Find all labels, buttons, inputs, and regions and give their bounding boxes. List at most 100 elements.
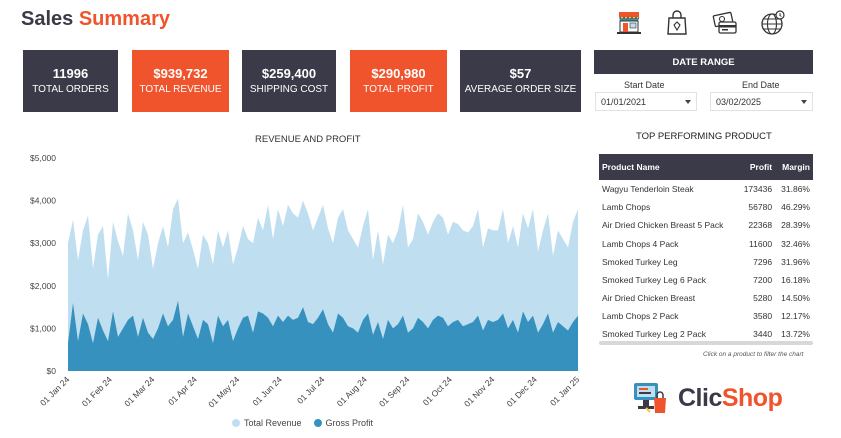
kpi-label: SHIPPING COST: [249, 83, 329, 95]
start-date-value: 01/01/2021: [601, 96, 647, 107]
legend-label-profit: Gross Profit: [325, 418, 374, 428]
kpi-label: AVERAGE ORDER SIZE: [464, 83, 577, 95]
page-title: Sales Summary: [21, 8, 170, 31]
top-products-body: Wagyu Tenderloin Steak 173436 31.86% Lamb C…: [599, 180, 813, 345]
profit-cell: 22368: [748, 220, 773, 231]
x-tick-label: 01 Aug 24: [335, 374, 369, 408]
margin-cell: 32.46%: [781, 238, 810, 249]
product-name-cell: Smoked Turkey Leg: [602, 256, 678, 267]
kpi-total-profit: $290,980 TOTAL PROFIT: [350, 50, 447, 112]
y-tick-label: $2,000: [30, 281, 56, 291]
x-tick-label: 01 Oct 24: [421, 374, 454, 407]
logo-text-part1: Clic: [678, 383, 722, 412]
table-scrollbar[interactable]: [599, 341, 813, 345]
page-title-part2: Summary: [78, 8, 170, 30]
chevron-down-icon: [801, 99, 807, 104]
x-tick-label: 01 Feb 24: [80, 374, 114, 408]
margin-cell: 14.50%: [781, 293, 810, 304]
product-name-cell: Lamb Chops 2 Pack: [602, 311, 679, 322]
start-date-label: Start Date: [624, 80, 665, 90]
legend-swatch-profit: [313, 419, 322, 427]
top-products-title: TOP PERFORMING PRODUCT: [636, 131, 772, 142]
table-row[interactable]: Lamb Chops 4 Pack 11600 32.46%: [599, 235, 813, 253]
x-tick-label: 01 Mar 24: [122, 374, 156, 408]
product-name-cell: Lamb Chops: [602, 202, 651, 213]
kpi-value: $290,980: [371, 65, 426, 81]
y-axis: $0 $1,000 $2,000 $3,000 $4,000 $5,000: [30, 153, 56, 376]
column-header-margin[interactable]: Margin: [775, 154, 813, 180]
plot-area: [68, 198, 578, 371]
profit-cell: 7296: [753, 256, 773, 267]
margin-cell: 31.96%: [781, 256, 810, 267]
legend-swatch-revenue: [232, 419, 240, 427]
y-tick-label: $0: [47, 366, 57, 376]
profit-cell: 11600: [749, 238, 773, 249]
column-header-profit[interactable]: Profit: [737, 154, 776, 180]
x-axis: 01 Jan 24 01 Feb 24 01 Mar 24 01 Apr 24 01 M…: [38, 374, 582, 409]
profit-cell: 173436: [743, 184, 773, 195]
end-date-select[interactable]: 03/02/2025: [710, 92, 813, 111]
kpi-average-order-size: $57 AVERAGE ORDER SIZE: [460, 50, 581, 112]
y-tick-label: $3,000: [30, 238, 56, 248]
table-row[interactable]: Smoked Turkey Leg 6 Pack 7200 16.18%: [599, 271, 813, 289]
store-icon[interactable]: [614, 8, 644, 38]
legend-label-revenue: Total Revenue: [244, 418, 302, 428]
chart-legend: Total Revenue Gross Profit: [232, 418, 373, 428]
x-tick-label: 01 Apr 24: [166, 374, 199, 407]
profit-cell: 5280: [753, 293, 773, 304]
payment-icon[interactable]: [710, 8, 740, 38]
kpi-shipping-cost: $259,400 SHIPPING COST: [242, 50, 336, 112]
logo-text: ClicShop: [678, 383, 783, 413]
kpi-label: TOTAL REVENUE: [139, 83, 222, 95]
kpi-value: 11996: [52, 65, 89, 81]
y-tick-label: $5,000: [30, 153, 56, 163]
x-tick-label: 01 May 24: [206, 374, 241, 409]
shopping-bag-icon[interactable]: [662, 8, 692, 38]
margin-cell: 16.18%: [781, 275, 810, 286]
legend-item-revenue[interactable]: Total Revenue: [232, 418, 302, 428]
product-name-cell: Wagyu Tenderloin Steak: [602, 184, 694, 195]
chart-title: REVENUE AND PROFIT: [255, 134, 361, 145]
start-date-select[interactable]: 01/01/2021: [595, 92, 697, 111]
table-row[interactable]: Lamb Chops 2 Pack 3580 12.17%: [599, 307, 813, 325]
x-tick-label: 01 Jan 24: [38, 374, 72, 408]
end-date-label: End Date: [742, 80, 780, 90]
table-row[interactable]: Air Dried Chicken Breast 5280 14.50%: [599, 289, 813, 307]
product-name-cell: Lamb Chops 4 Pack: [602, 238, 679, 249]
table-row[interactable]: Smoked Turkey Leg 7296 31.96%: [599, 253, 813, 271]
x-tick-label: 01 Jan 25: [548, 374, 582, 408]
margin-cell: 46.29%: [781, 202, 810, 213]
top-icon-bar: [614, 8, 788, 38]
table-row[interactable]: Lamb Chops 56780 46.29%: [599, 198, 813, 216]
shop-logo-icon: [634, 383, 666, 413]
table-row[interactable]: Air Dried Chicken Breast 5 Pack 22368 28.3…: [599, 216, 813, 234]
kpi-value: $939,732: [153, 65, 208, 81]
column-header-product[interactable]: Product Name: [599, 154, 738, 180]
profit-area-series[interactable]: [68, 300, 578, 371]
kpi-label: TOTAL ORDERS: [32, 83, 109, 95]
clicshop-logo: ClicShop: [632, 380, 783, 416]
y-tick-label: $4,000: [30, 196, 56, 206]
table-filter-note: Click on a product to filter the chart: [703, 351, 804, 358]
x-tick-label: 01 Nov 24: [462, 374, 497, 409]
profit-cell: 3580: [753, 311, 773, 322]
legend-item-profit[interactable]: Gross Profit: [313, 418, 374, 428]
profit-cell: 56780: [748, 202, 773, 213]
chevron-down-icon: [685, 99, 691, 104]
kpi-total-orders: 11996 TOTAL ORDERS: [23, 50, 118, 112]
product-name-cell: Air Dried Chicken Breast: [602, 293, 696, 304]
margin-cell: 12.17%: [781, 311, 810, 322]
revenue-profit-chart[interactable]: $0 $1,000 $2,000 $3,000 $4,000 $5,000 01 Jan …: [0, 148, 590, 416]
logo-text-part2: Shop: [721, 383, 783, 412]
kpi-value: $259,400: [261, 65, 317, 81]
end-date-value: 03/02/2025: [716, 96, 762, 107]
table-row[interactable]: Wagyu Tenderloin Steak 173436 31.86%: [599, 180, 813, 198]
kpi-value: $57: [509, 65, 532, 81]
x-tick-label: 01 Sep 24: [377, 374, 412, 409]
profit-cell: 7200: [753, 275, 773, 286]
x-tick-label: 01 Dec 24: [504, 374, 539, 409]
globe-icon[interactable]: [758, 8, 788, 38]
margin-cell: 31.86%: [781, 184, 810, 195]
x-tick-label: 01 Jul 24: [295, 374, 327, 406]
kpi-label: TOTAL PROFIT: [363, 83, 434, 95]
